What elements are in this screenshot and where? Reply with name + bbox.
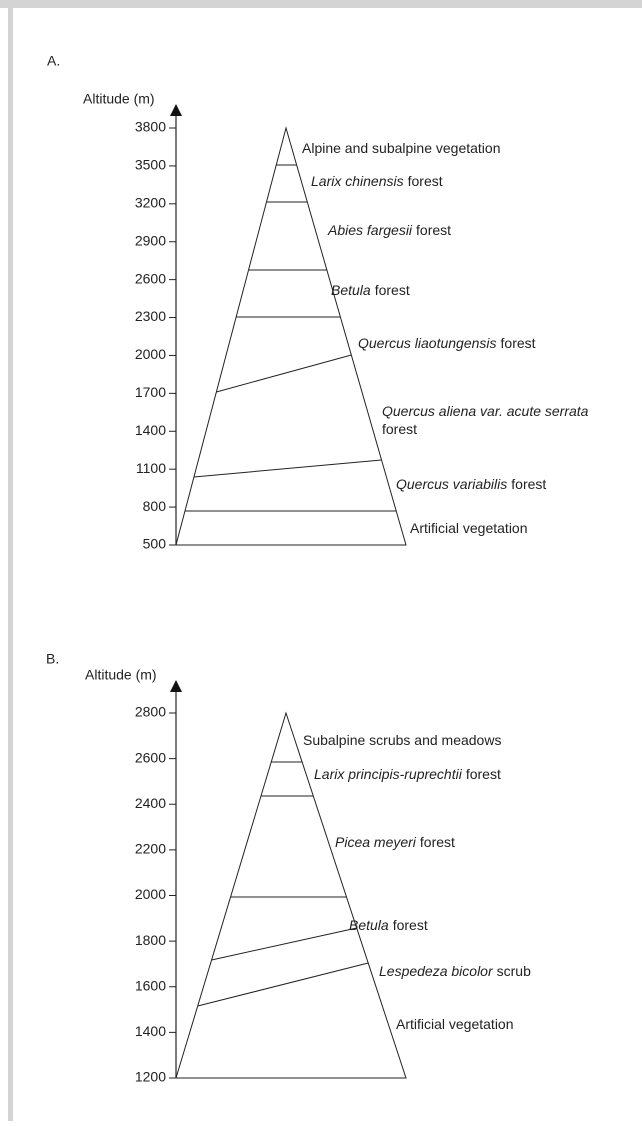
axis-arrow — [170, 104, 182, 116]
zone-type: forest — [466, 766, 501, 782]
zone-label: Subalpine scrubs and meadows — [303, 732, 501, 748]
tick-label: 2000 — [135, 886, 166, 902]
zone-label: Picea meyeri forest — [335, 834, 455, 850]
axis-label: Altitude (m) — [83, 91, 155, 107]
left-border — [8, 0, 13, 1121]
zone-type: Artificial vegetation — [396, 1016, 514, 1032]
zone-label: Larix principis-ruprechtii forest — [314, 766, 501, 782]
zone-type: forest — [511, 476, 546, 492]
zone-name: Larix chinensis — [311, 173, 404, 189]
panel-label: B. — [46, 651, 59, 667]
zone-label: Abies fargesii forest — [327, 222, 451, 238]
zone-label: Quercus liaotungensis forest — [358, 335, 536, 351]
zone-type: forest — [382, 421, 417, 437]
zone-type: Subalpine scrubs and meadows — [303, 732, 501, 748]
zone-name: Larix principis-ruprechtii — [314, 766, 463, 782]
tick-label: 1400 — [135, 422, 166, 438]
tick-label: 2200 — [135, 841, 166, 857]
zone-label: Lespedeza bicolor scrub — [379, 963, 531, 979]
tick-label: 1100 — [136, 460, 166, 476]
tick-label: 500 — [143, 536, 167, 552]
tick-label: 2000 — [135, 346, 166, 362]
tick-label: 3200 — [135, 195, 166, 211]
tick-label: 800 — [143, 498, 167, 514]
zone-label: Artificial vegetation — [410, 520, 528, 536]
panel-label: A. — [47, 53, 60, 69]
tick-label: 1800 — [135, 932, 166, 948]
zone-type: scrub — [497, 963, 531, 979]
panels: A. Altitude (m) 3800 3500 3200 2900 2600 2300 20… — [46, 53, 589, 1085]
zone-name: Quercus liaotungensis — [358, 335, 497, 351]
zone-name: Betula — [331, 282, 371, 298]
zone-name: Quercus aliena var. acute serrata — [382, 403, 589, 419]
tick-label: 2600 — [135, 749, 166, 765]
zone-boundary — [211, 927, 357, 961]
tick-label: 2300 — [135, 308, 166, 324]
zone-label: Artificial vegetation — [396, 1016, 514, 1032]
panel: B. Altitude (m) 2800 2600 2400 2200 2000 1800 16… — [46, 651, 531, 1085]
vegetation-triangle — [175, 711, 407, 1079]
zone-type: forest — [416, 222, 451, 238]
zone-label: Betula forest — [331, 282, 410, 298]
zone-label: Betula forest — [349, 917, 428, 933]
zone-name: Quercus variabilis — [396, 476, 507, 492]
zone-type: Alpine and subalpine vegetation — [302, 140, 501, 156]
tick-label: 1700 — [135, 384, 166, 400]
zone-boundary — [216, 354, 352, 393]
zone-name: Lespedeza bicolor — [379, 963, 494, 979]
top-border — [0, 0, 642, 8]
tick-label: 2600 — [135, 270, 166, 286]
zone-name: Betula — [349, 917, 389, 933]
axis-arrow — [170, 680, 182, 692]
tick-label: 3800 — [135, 119, 166, 135]
zone-label: Quercus aliena var. acute serrata forest — [382, 403, 589, 437]
axis-label: Altitude (m) — [85, 667, 157, 683]
zone-type: forest — [393, 917, 428, 933]
tick-label: 1600 — [135, 977, 166, 993]
zone-type: Artificial vegetation — [410, 520, 528, 536]
zone-type: forest — [408, 173, 443, 189]
zone-type: forest — [420, 834, 455, 850]
tick-label: 1400 — [135, 1023, 166, 1039]
tick-label: 2400 — [135, 795, 166, 811]
zone-name: Abies fargesii — [327, 222, 413, 238]
zone-label: Quercus variabilis forest — [396, 476, 546, 492]
vegetation-triangle — [175, 126, 407, 546]
tick-label: 3500 — [135, 157, 166, 173]
zone-label: Alpine and subalpine vegetation — [302, 140, 501, 156]
zone-label: Larix chinensis forest — [311, 173, 443, 189]
panel: A. Altitude (m) 3800 3500 3200 2900 2600 2300 20… — [47, 53, 589, 552]
zone-type: forest — [375, 282, 410, 298]
tick-label: 2800 — [135, 704, 166, 720]
tick-label: 2900 — [135, 232, 166, 248]
zone-boundary — [193, 459, 382, 478]
tick-label: 1200 — [135, 1069, 166, 1085]
zone-type: forest — [501, 335, 536, 351]
zone-name: Picea meyeri — [335, 834, 417, 850]
zone-boundary — [197, 962, 369, 1007]
